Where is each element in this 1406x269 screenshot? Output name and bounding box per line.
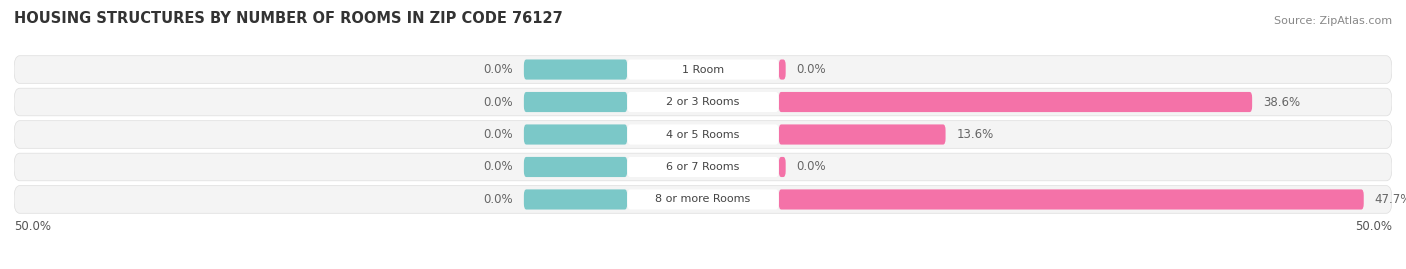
- Text: 47.7%: 47.7%: [1375, 193, 1406, 206]
- FancyBboxPatch shape: [779, 59, 786, 80]
- FancyBboxPatch shape: [524, 189, 627, 210]
- FancyBboxPatch shape: [14, 153, 1392, 181]
- FancyBboxPatch shape: [627, 189, 779, 210]
- FancyBboxPatch shape: [524, 92, 627, 112]
- FancyBboxPatch shape: [14, 121, 1392, 148]
- Text: 0.0%: 0.0%: [484, 95, 513, 108]
- FancyBboxPatch shape: [524, 157, 627, 177]
- Text: 0.0%: 0.0%: [797, 161, 827, 174]
- Text: Source: ZipAtlas.com: Source: ZipAtlas.com: [1274, 16, 1392, 26]
- Text: 13.6%: 13.6%: [956, 128, 994, 141]
- Text: 0.0%: 0.0%: [484, 63, 513, 76]
- FancyBboxPatch shape: [14, 56, 1392, 83]
- Text: 50.0%: 50.0%: [1355, 220, 1392, 233]
- Text: 0.0%: 0.0%: [484, 128, 513, 141]
- FancyBboxPatch shape: [627, 157, 779, 177]
- Text: 0.0%: 0.0%: [484, 193, 513, 206]
- FancyBboxPatch shape: [524, 125, 627, 144]
- FancyBboxPatch shape: [627, 125, 779, 144]
- FancyBboxPatch shape: [779, 125, 946, 144]
- FancyBboxPatch shape: [14, 186, 1392, 213]
- Text: 8 or more Rooms: 8 or more Rooms: [655, 194, 751, 204]
- Text: 2 or 3 Rooms: 2 or 3 Rooms: [666, 97, 740, 107]
- Text: 0.0%: 0.0%: [484, 161, 513, 174]
- FancyBboxPatch shape: [627, 92, 779, 112]
- Text: 38.6%: 38.6%: [1263, 95, 1301, 108]
- Text: 1 Room: 1 Room: [682, 65, 724, 75]
- Text: HOUSING STRUCTURES BY NUMBER OF ROOMS IN ZIP CODE 76127: HOUSING STRUCTURES BY NUMBER OF ROOMS IN…: [14, 11, 562, 26]
- Text: 4 or 5 Rooms: 4 or 5 Rooms: [666, 129, 740, 140]
- Legend: Owner-occupied, Renter-occupied: Owner-occupied, Renter-occupied: [575, 264, 831, 269]
- FancyBboxPatch shape: [779, 189, 1364, 210]
- FancyBboxPatch shape: [627, 59, 779, 80]
- FancyBboxPatch shape: [779, 92, 1253, 112]
- FancyBboxPatch shape: [524, 59, 627, 80]
- Text: 50.0%: 50.0%: [14, 220, 51, 233]
- Text: 0.0%: 0.0%: [797, 63, 827, 76]
- Text: 6 or 7 Rooms: 6 or 7 Rooms: [666, 162, 740, 172]
- FancyBboxPatch shape: [14, 88, 1392, 116]
- FancyBboxPatch shape: [779, 157, 786, 177]
